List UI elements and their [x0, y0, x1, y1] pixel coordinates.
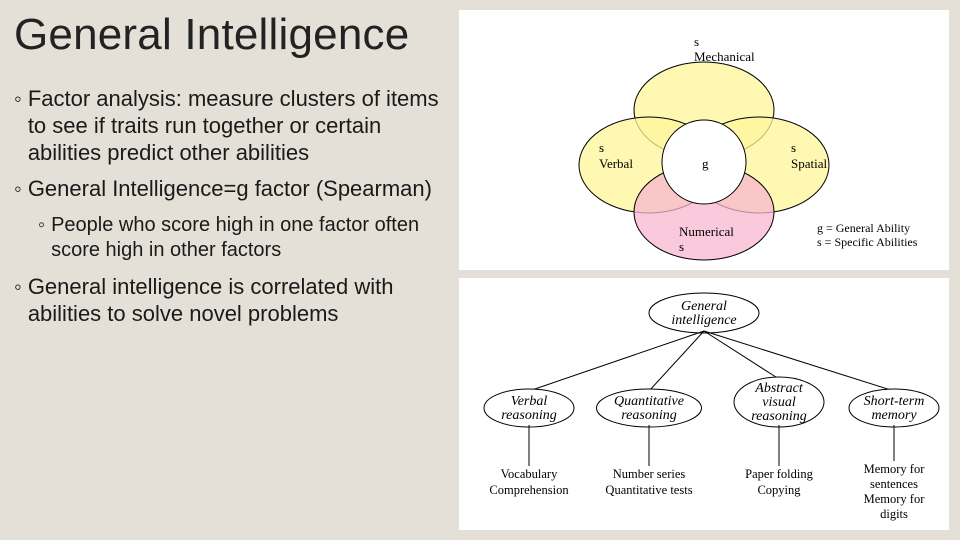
svg-text:Copying: Copying	[757, 483, 801, 497]
bullet-text: People who score high in one factor ofte…	[51, 213, 454, 262]
bullet-item: ◦ General intelligence is correlated wit…	[14, 274, 454, 328]
svg-text:Quantitative: Quantitative	[614, 394, 684, 409]
bullet-item: ◦ Factor analysis: measure clusters of i…	[14, 86, 454, 166]
svg-text:Comprehension: Comprehension	[489, 483, 569, 497]
svg-text:Memory for: Memory for	[864, 492, 926, 506]
svg-text:General: General	[681, 299, 727, 314]
svg-text:s: s	[599, 140, 604, 155]
svg-text:digits: digits	[880, 507, 908, 521]
venn-diagram: gsMechanicalsVerbalsSpatialNumericalsg =…	[459, 10, 949, 270]
bullet-text: General intelligence is correlated with …	[28, 274, 454, 328]
svg-text:g = General Ability: g = General Ability	[817, 221, 910, 235]
bullet-marker: ◦	[14, 176, 22, 203]
svg-text:s: s	[791, 140, 796, 155]
svg-text:reasoning: reasoning	[501, 408, 556, 423]
svg-text:sentences: sentences	[870, 477, 918, 491]
tree-diagram-panel: GeneralintelligenceVerbalreasoningVocabu…	[459, 278, 949, 530]
bullet-text: Factor analysis: measure clusters of ite…	[28, 86, 454, 166]
bullet-marker: ◦	[14, 274, 22, 328]
bullet-item: ◦ General Intelligence=g factor (Spearma…	[14, 176, 454, 203]
svg-text:s: s	[694, 34, 699, 49]
svg-text:Memory for: Memory for	[864, 462, 926, 476]
svg-text:Vocabulary: Vocabulary	[501, 467, 558, 481]
svg-text:Short-term: Short-term	[864, 394, 925, 409]
svg-text:intelligence: intelligence	[671, 313, 736, 328]
svg-text:Verbal: Verbal	[599, 156, 633, 171]
svg-text:g: g	[702, 156, 709, 171]
svg-text:s: s	[679, 239, 684, 254]
slide: General Intelligence ◦ Factor analysis: …	[0, 0, 960, 540]
svg-text:visual: visual	[762, 395, 796, 410]
svg-text:Numerical: Numerical	[679, 224, 734, 239]
bullet-marker: ◦	[38, 213, 45, 262]
bullet-content: ◦ Factor analysis: measure clusters of i…	[14, 86, 454, 328]
bullet-marker: ◦	[14, 86, 22, 166]
svg-text:Number series: Number series	[613, 467, 686, 481]
svg-text:Spatial: Spatial	[791, 156, 827, 171]
svg-text:s = Specific Abilities: s = Specific Abilities	[817, 235, 918, 249]
svg-text:Quantitative tests: Quantitative tests	[605, 483, 692, 497]
svg-text:memory: memory	[871, 408, 917, 423]
venn-diagram-panel: gsMechanicalsVerbalsSpatialNumericalsg =…	[459, 10, 949, 270]
svg-text:reasoning: reasoning	[751, 409, 806, 424]
svg-text:Mechanical: Mechanical	[694, 49, 755, 64]
bullet-text: General Intelligence=g factor (Spearman)	[28, 176, 432, 203]
svg-text:Abstract: Abstract	[754, 381, 804, 396]
svg-text:reasoning: reasoning	[621, 408, 676, 423]
bullet-item-sub: ◦ People who score high in one factor of…	[38, 213, 454, 262]
svg-text:Paper folding: Paper folding	[745, 467, 813, 481]
tree-diagram: GeneralintelligenceVerbalreasoningVocabu…	[459, 278, 949, 530]
svg-text:Verbal: Verbal	[511, 394, 548, 409]
